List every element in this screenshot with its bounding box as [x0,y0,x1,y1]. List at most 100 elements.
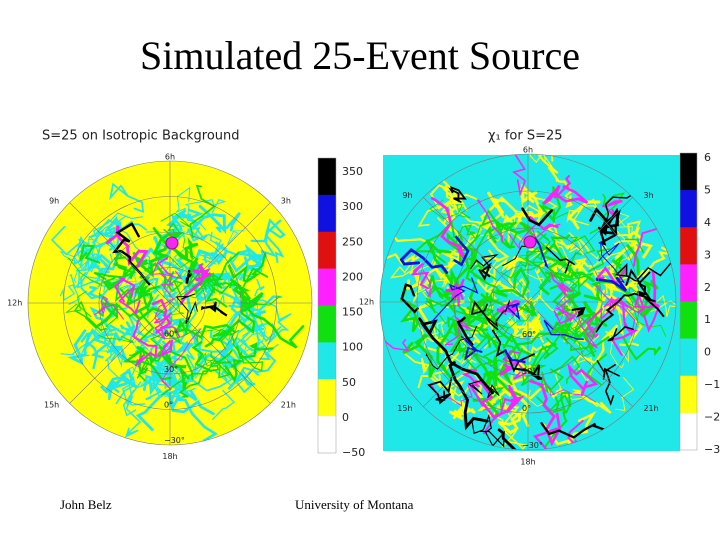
texture-stroke [541,376,597,403]
texture-stroke [413,220,464,264]
texture-stroke [460,335,483,361]
ra-line [69,302,171,404]
texture-stroke [422,270,431,299]
texture-stroke [529,380,562,447]
texture-stroke [579,324,619,365]
hour-label: 3h [643,191,653,200]
texture-stroke [534,237,549,269]
hour-label: 6h [523,146,533,155]
texture-stroke [499,360,519,376]
source-spot [165,236,179,250]
texture-stroke [175,293,198,324]
texture-stroke [540,422,608,439]
texture-stroke [112,222,151,286]
ra-line [527,301,633,407]
colorbar-band [318,231,336,269]
texture-stroke [550,234,571,243]
texture-stroke [198,251,217,265]
texture-stroke [128,348,150,379]
texture-stroke [469,264,500,293]
texture-stroke [151,260,183,280]
texture-stroke [550,271,573,296]
texture-stroke [501,154,527,197]
texture-stroke [229,278,264,312]
texture-stroke [429,181,477,210]
texture-stroke [621,269,646,292]
texture-stroke [179,267,211,305]
texture-stroke [236,331,264,363]
texture-stroke [530,329,575,379]
texture-stroke [502,333,536,358]
texture-stroke [547,223,590,252]
texture-stroke [104,277,133,304]
texture-stroke [185,342,195,378]
texture-stroke [380,253,421,280]
texture-stroke [598,241,625,284]
texture-stroke [566,198,598,226]
texture-stroke [118,283,141,316]
colorbar-band [318,268,336,306]
texture-stroke [487,191,505,219]
texture-stroke [212,389,235,420]
texture-stroke [157,256,173,276]
source-spot [523,235,537,249]
texture-stroke [93,256,137,280]
texture-stroke [79,244,101,264]
texture-stroke [542,184,589,205]
texture-stroke [175,186,191,221]
texture-stroke [448,186,467,203]
texture-stroke [213,349,233,365]
colorbar-band [318,416,336,454]
declination-label: 0° [164,401,173,410]
texture-stroke [518,300,538,317]
texture-stroke [473,380,525,419]
texture-stroke [470,300,499,331]
texture-stroke [159,328,202,391]
texture-stroke [624,238,645,254]
texture-stroke [180,370,233,392]
texture-stroke [556,175,572,197]
texture-stroke [615,377,635,411]
texture-stroke [412,292,419,304]
texture-stroke [237,249,267,269]
texture-stroke [541,201,569,220]
texture-stroke [254,279,265,297]
colorbar-label: 1 [704,313,711,326]
texture-stroke [496,404,528,435]
texture-stroke [549,355,581,384]
texture-stroke [191,272,233,295]
texture-stroke [431,277,479,323]
texture-stroke [431,383,473,407]
texture-stroke [134,275,151,296]
colorbar-label: −2 [704,411,720,424]
texture-stroke [429,199,471,220]
texture-stroke [89,229,104,244]
texture-stroke [121,384,146,417]
texture-stroke [514,364,543,380]
colorbar-frame [679,152,698,451]
colorbar-label: 150 [342,306,363,319]
texture-stroke [80,271,115,300]
texture-stroke [172,208,204,220]
texture-stroke [250,218,286,243]
texture-stroke [610,299,639,356]
texture-stroke [565,291,599,327]
texture-stroke [194,352,221,369]
texture-stroke [140,332,159,343]
texture-stroke [191,341,213,373]
texture-stroke [519,340,553,362]
texture-stroke [563,323,597,357]
colorbar-label: 100 [342,341,363,354]
texture-stroke [178,367,190,390]
declination-label: 60° [522,330,536,339]
texture-stroke [73,258,103,284]
colorbar-band [680,301,697,339]
hour-label: 21h [643,404,658,413]
texture-stroke [503,349,526,364]
colorbar-band [318,379,336,417]
texture-stroke [447,298,488,328]
texture-stroke [173,314,236,340]
declination-label: 60° [164,330,178,339]
texture-stroke [609,341,629,369]
